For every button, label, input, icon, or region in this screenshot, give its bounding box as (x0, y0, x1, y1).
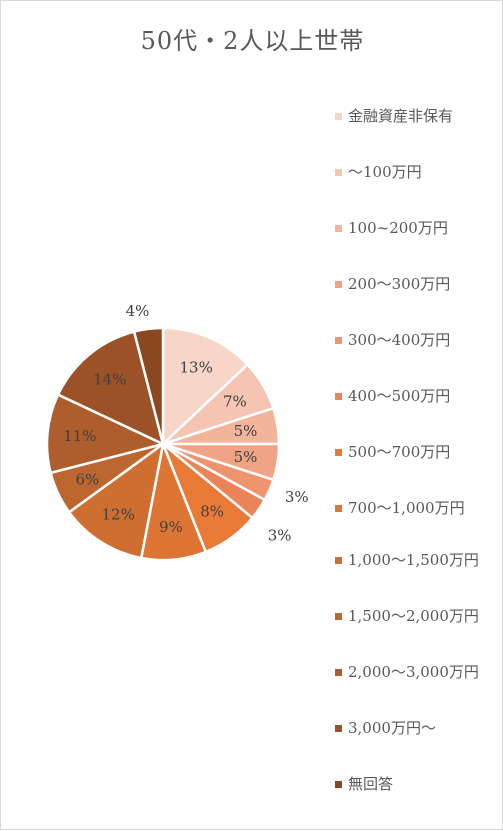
legend-swatch-5 (335, 393, 342, 400)
slice-label-8: 12% (102, 506, 135, 524)
legend-label-5: 400～500万円 (348, 387, 451, 405)
legend-label-4: 300～400万円 (348, 331, 451, 349)
legend-label-0: 金融資産非保有 (348, 107, 454, 125)
legend-label-9: 1,500～2,000万円 (348, 607, 479, 625)
pie-slice-10 (45, 392, 167, 475)
legend-item-8: 1,000～1,500万円 (335, 549, 495, 571)
slice-label-2: 5% (234, 422, 258, 440)
legend-label-6: 500～700万円 (348, 443, 451, 461)
legend-swatch-0 (335, 113, 342, 120)
legend-item-10: 2,000～3,000万円 (335, 661, 495, 683)
legend-item-5: 400～500万円 (335, 385, 495, 407)
legend-swatch-9 (335, 613, 342, 620)
legend-label-10: 2,000～3,000万円 (348, 663, 479, 681)
slice-label-10: 11% (63, 427, 96, 445)
legend-item-11: 3,000万円～ (335, 717, 495, 739)
legend-swatch-8 (335, 557, 342, 564)
legend-item-3: 200～300万円 (335, 273, 495, 295)
legend-swatch-4 (335, 337, 342, 344)
legend-item-2: 100~200万円 (335, 217, 495, 239)
pie-slice-12 (132, 326, 165, 445)
pie-slice-8 (67, 441, 165, 560)
legend-swatch-10 (335, 669, 342, 676)
pie-slice-11 (56, 330, 165, 447)
legend-item-7: 700～1,000万円 (335, 497, 495, 519)
legend-swatch-7 (335, 505, 342, 512)
slice-label-7: 9% (159, 518, 183, 536)
slice-label-1: 7% (223, 393, 247, 411)
legend-swatch-12 (335, 781, 342, 788)
legend-item-9: 1,500～2,000万円 (335, 605, 495, 627)
legend-item-12: 無回答 (335, 773, 495, 795)
chart-title: 50代・2人以上世帯 (140, 27, 365, 55)
legend-label-11: 3,000万円～ (348, 719, 436, 737)
legend-item-0: 金融資産非保有 (335, 105, 495, 127)
legend-swatch-11 (335, 725, 342, 732)
legend-swatch-2 (335, 225, 342, 232)
legend-label-8: 1,000～1,500万円 (348, 551, 479, 569)
legend-swatch-6 (335, 449, 342, 456)
slice-label-6: 8% (200, 503, 224, 521)
legend-label-2: 100~200万円 (348, 219, 448, 237)
slice-label-4: 3% (285, 488, 309, 506)
legend-label-7: 700～1,000万円 (348, 499, 465, 517)
legend-item-6: 500～700万円 (335, 441, 495, 463)
legend-label-1: ～100万円 (348, 163, 422, 181)
legend-swatch-1 (335, 169, 342, 176)
legend-item-1: ～100万円 (335, 161, 495, 183)
slice-label-3: 5% (234, 448, 258, 466)
legend-item-4: 300～400万円 (335, 329, 495, 351)
legend-label-12: 無回答 (348, 775, 394, 793)
slice-label-0: 13% (180, 358, 213, 376)
pie-slice-0 (161, 326, 250, 447)
slice-label-12: 4% (126, 302, 150, 320)
legend-label-3: 200～300万円 (348, 275, 451, 293)
slice-label-11: 14% (93, 371, 126, 389)
slice-label-5: 3% (268, 527, 292, 545)
slice-label-9: 6% (76, 471, 100, 489)
legend-swatch-3 (335, 281, 342, 288)
